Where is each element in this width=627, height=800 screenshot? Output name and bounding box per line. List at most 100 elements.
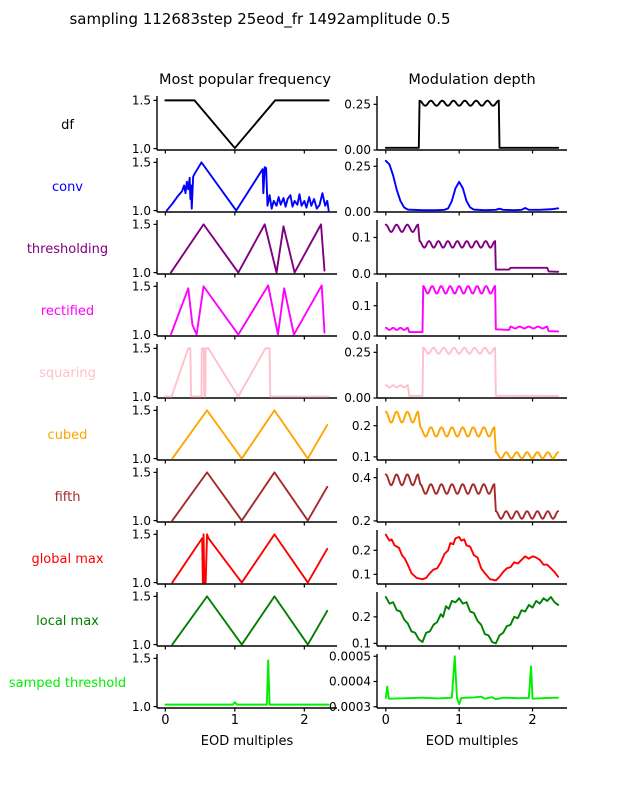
data-line-global-max-right bbox=[384, 533, 560, 582]
subplot-conv-right: 0.00 0.25 bbox=[344, 158, 567, 219]
y-tick-label: 1.5 bbox=[132, 404, 151, 418]
data-line-thresholding-left bbox=[169, 223, 326, 274]
y-tick-label: 0.1 bbox=[352, 637, 371, 651]
y-tick-label: 1.5 bbox=[132, 528, 151, 542]
y-tick-label: 1.0 bbox=[132, 204, 151, 218]
chart-row-thresholding: thresholding 1.0 1.5 0.0 0.1 bbox=[0, 218, 570, 281]
y-tick-label: 0.4 bbox=[352, 471, 371, 485]
data-line-squaring-left bbox=[164, 347, 330, 398]
subplot-fifth-right: 0.2 0.4 bbox=[352, 468, 567, 528]
y-tick-label: 0.1 bbox=[352, 450, 371, 464]
figure-title: sampling 112683step 25eod_fr 1492amplitu… bbox=[69, 10, 451, 28]
y-tick-label: 0.00 bbox=[344, 143, 371, 157]
subplot-thresholding-left: 1.0 1.5 bbox=[132, 218, 337, 280]
data-line-cubed-right bbox=[384, 410, 560, 460]
x-axis-label-left: EOD multiples bbox=[200, 734, 294, 749]
row-label-local-max: local max bbox=[36, 613, 99, 629]
data-line-rectified-right bbox=[384, 285, 560, 334]
x-tick-label: 0 bbox=[382, 713, 390, 728]
y-tick-label: 1.5 bbox=[132, 94, 151, 108]
y-tick-label: 1.5 bbox=[132, 280, 151, 294]
row-label-samped-threshold: samped threshold bbox=[8, 675, 127, 691]
y-tick-label: 0.0005 bbox=[329, 649, 371, 663]
chart-row-local-max: local max 1.0 1.5 0.1 0.2 bbox=[0, 590, 570, 652]
y-tick-label: 1.0 bbox=[132, 266, 151, 280]
data-line-cubed-left bbox=[171, 409, 329, 460]
data-line-rectified-left bbox=[169, 284, 326, 336]
y-tick-label: 0.2 bbox=[352, 610, 371, 624]
data-line-local-max-right bbox=[384, 596, 560, 645]
subplot-samped-threshold-right: 0.0003 0.0004 0.0005 0 1 2 bbox=[329, 649, 567, 728]
row-label-thresholding: thresholding bbox=[26, 241, 109, 257]
y-tick-label: 1.0 bbox=[132, 514, 151, 528]
y-tick-label: 0.0 bbox=[352, 267, 371, 281]
y-tick-label: 0.0003 bbox=[329, 700, 371, 714]
y-tick-label: 1.5 bbox=[132, 590, 151, 604]
data-line-df-left bbox=[164, 99, 330, 150]
y-tick-label: 0.0004 bbox=[329, 675, 371, 689]
row-label-df: df bbox=[61, 117, 74, 133]
y-tick-label: 1.0 bbox=[132, 142, 151, 156]
y-tick-label: 0.0 bbox=[352, 329, 371, 343]
y-tick-label: 1.0 bbox=[132, 576, 151, 590]
y-tick-label: 1.5 bbox=[132, 156, 151, 170]
chart-row-fifth: fifth 1.0 1.5 0.2 0.4 bbox=[0, 466, 570, 528]
y-tick-label: 0.2 bbox=[352, 514, 371, 528]
subplot-df-right: 0.00 0.25 bbox=[344, 96, 567, 157]
chart-row-samped-threshold: samped threshold 1.0 1.5 0 1 2 0.0003 0.0004 0.0… bbox=[0, 649, 570, 728]
y-tick-label: 0.1 bbox=[352, 568, 371, 582]
chart-row-conv: conv 1.0 1.5 0.00 0.25 bbox=[0, 156, 570, 219]
row-label-fifth: fifth bbox=[54, 489, 81, 505]
column-header-modulation-depth: Modulation depth bbox=[408, 72, 536, 88]
subplot-samped-threshold-left: 1.0 1.5 0 1 2 bbox=[132, 652, 337, 728]
y-tick-label: 0.00 bbox=[344, 391, 371, 405]
data-line-fifth-right bbox=[384, 473, 560, 520]
chart-row-df: df 1.0 1.5 0.00 0.25 bbox=[0, 94, 570, 157]
row-label-cubed: cubed bbox=[47, 427, 88, 443]
subplot-rectified-right: 0.0 0.1 bbox=[352, 282, 567, 343]
subplot-squaring-right: 0.00 0.25 bbox=[344, 344, 567, 405]
y-tick-label: 0.25 bbox=[344, 346, 371, 360]
y-tick-label: 0.00 bbox=[344, 205, 371, 219]
subplot-squaring-left: 1.0 1.5 bbox=[132, 342, 337, 404]
y-tick-label: 0.2 bbox=[352, 543, 371, 557]
y-tick-label: 1.5 bbox=[132, 218, 151, 232]
y-tick-label: 1.0 bbox=[132, 638, 151, 652]
x-tick-label: 2 bbox=[300, 713, 308, 728]
subplot-local-max-left: 1.0 1.5 bbox=[132, 590, 337, 652]
y-tick-label: 0.2 bbox=[352, 419, 371, 433]
chart-row-cubed: cubed 1.0 1.5 0.1 0.2 bbox=[0, 404, 570, 466]
chart-row-global-max: global max 1.0 1.5 0.1 0.2 bbox=[0, 528, 570, 590]
data-line-global-max-left bbox=[171, 533, 329, 584]
data-line-df-right bbox=[384, 99, 560, 149]
subplot-thresholding-right: 0.0 0.1 bbox=[352, 220, 567, 281]
data-line-local-max-left bbox=[171, 595, 329, 646]
x-tick-label: 1 bbox=[455, 713, 463, 728]
data-line-conv-left bbox=[165, 161, 330, 212]
y-tick-label: 1.0 bbox=[132, 390, 151, 404]
row-label-squaring: squaring bbox=[39, 365, 96, 381]
row-label-global-max: global max bbox=[31, 551, 104, 567]
x-tick-label: 1 bbox=[231, 713, 239, 728]
x-tick-label: 0 bbox=[161, 713, 169, 728]
subplot-global-max-left: 1.0 1.5 bbox=[132, 528, 337, 590]
column-header-most-popular-frequency: Most popular frequency bbox=[159, 72, 331, 88]
subplot-conv-left: 1.0 1.5 bbox=[132, 156, 337, 218]
x-axis-label-right: EOD multiples bbox=[425, 734, 519, 749]
subplot-local-max-right: 0.1 0.2 bbox=[352, 592, 567, 651]
subplot-cubed-left: 1.0 1.5 bbox=[132, 404, 337, 466]
data-line-samped-threshold-right bbox=[384, 655, 560, 706]
data-line-squaring-right bbox=[384, 346, 560, 397]
y-tick-label: 1.0 bbox=[132, 700, 151, 714]
data-line-fifth-left bbox=[171, 471, 329, 522]
y-tick-label: 1.0 bbox=[132, 452, 151, 466]
subplot-grid: df 1.0 1.5 0.00 0.25 conv 1.0 1.5 0.00 0.25 thresh… bbox=[0, 94, 570, 728]
y-tick-label: 1.5 bbox=[132, 652, 151, 666]
data-line-thresholding-right bbox=[384, 223, 560, 273]
data-line-conv-right bbox=[384, 159, 560, 212]
subplot-cubed-right: 0.1 0.2 bbox=[352, 406, 567, 464]
row-label-rectified: rectified bbox=[40, 303, 95, 319]
subplot-global-max-right: 0.1 0.2 bbox=[352, 530, 567, 588]
y-tick-label: 1.5 bbox=[132, 342, 151, 356]
